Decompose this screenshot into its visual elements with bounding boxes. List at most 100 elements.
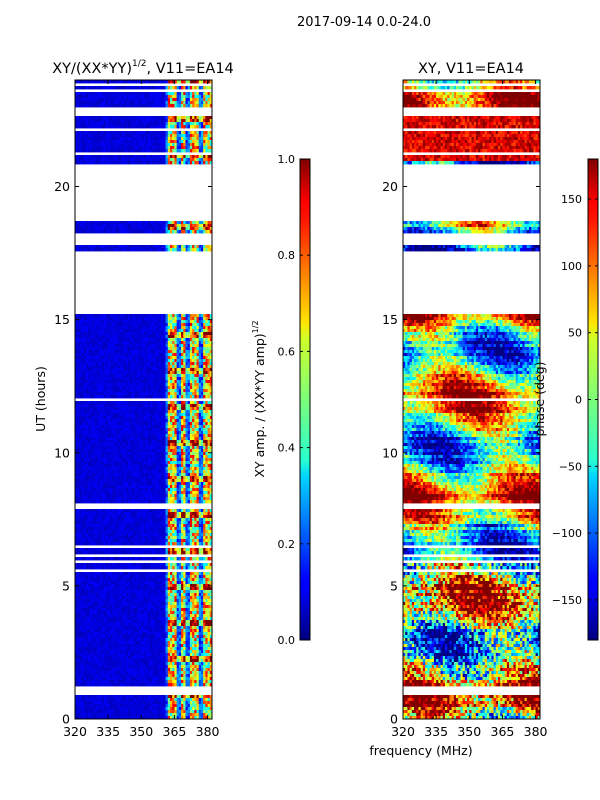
amp-heat-cell <box>110 443 113 447</box>
amp-heat-cell <box>161 461 164 465</box>
amp-heat-cell <box>198 137 202 141</box>
amp-heat-cell <box>88 125 91 129</box>
amp-heat-cell <box>101 95 105 99</box>
amp-heat-cell <box>172 155 175 159</box>
amp-heat-cell <box>79 353 83 357</box>
amp-heat-cell <box>172 443 175 447</box>
amp-heat-cell <box>86 380 89 384</box>
amp-heat-cell <box>156 395 160 399</box>
amp-heat-cell <box>170 326 173 330</box>
amp-heat-cell <box>112 452 116 456</box>
amp-heat-cell <box>189 317 193 321</box>
amp-heat-cell <box>79 443 83 447</box>
amp-heat-cell <box>81 158 85 162</box>
amp-heat-cell <box>205 353 208 357</box>
amp-heat-cell <box>79 92 83 96</box>
amp-heat-cell <box>205 464 208 468</box>
amp-heat-cell <box>185 131 189 135</box>
amp-heat-cell <box>108 383 111 387</box>
amp-heat-cell <box>88 221 91 225</box>
amp-heat-cell <box>145 248 149 252</box>
amp-heat-cell <box>167 125 171 129</box>
amp-heat-cell <box>108 413 111 417</box>
amp-heat-cell <box>207 446 211 450</box>
amp-heat-cell <box>90 425 94 429</box>
amp-heat-cell <box>110 458 113 462</box>
amp-heat-cell <box>194 158 197 162</box>
amp-heat-cell <box>125 413 129 417</box>
amp-heat-cell <box>92 341 96 345</box>
amp-heat-cell <box>207 344 211 348</box>
amp-heat-cell <box>203 368 206 372</box>
amp-heat-cell <box>139 401 142 405</box>
amp-heat-cell <box>141 437 144 441</box>
amp-heat-cell <box>156 98 160 102</box>
amp-heat-cell <box>90 428 94 432</box>
amp-heat-cell <box>158 248 162 252</box>
amp-heat-cell <box>167 344 171 348</box>
amp-heat-cell <box>174 431 178 435</box>
amp-heat-cell <box>200 341 204 345</box>
amp-heat-cell <box>150 443 153 447</box>
amp-heat-cell <box>161 356 164 360</box>
amp-heat-cell <box>163 419 166 423</box>
amp-heat-cell <box>94 431 98 435</box>
amp-heat-cell <box>86 341 89 345</box>
amp-heat-cell <box>174 125 178 129</box>
amp-heat-cell <box>81 467 85 471</box>
amp-heat-cell <box>183 401 186 405</box>
amp-heat-cell <box>161 221 164 225</box>
amp-heat-cell <box>123 116 127 120</box>
amp-heat-cell <box>90 335 94 339</box>
amp-heat-cell <box>143 329 147 333</box>
amp-heat-cell <box>150 350 153 354</box>
amp-heat-cell <box>119 434 122 438</box>
amp-heat-cell <box>145 221 149 225</box>
amp-heat-cell <box>152 104 155 108</box>
amp-heat-cell <box>128 248 131 252</box>
amp-heat-cell <box>105 131 109 135</box>
amp-heat-cell <box>196 92 200 96</box>
amp-heat-cell <box>121 434 125 438</box>
amp-heat-cell <box>99 413 102 417</box>
amp-heat-cell <box>167 158 171 162</box>
amp-heat-cell <box>181 389 184 393</box>
amp-heat-cell <box>158 440 162 444</box>
amp-heat-cell <box>187 473 191 477</box>
amp-heat-cell <box>178 443 182 447</box>
amp-heat-cell <box>119 221 122 225</box>
amp-heat-cell <box>101 86 105 90</box>
amp-heat-cell <box>92 389 96 393</box>
amp-heat-cell <box>170 92 173 96</box>
amp-heat-cell <box>141 230 144 234</box>
amp-heat-cell <box>119 452 122 456</box>
amp-heat-cell <box>200 155 204 159</box>
amp-heat-cell <box>99 317 102 321</box>
amp-heat-cell <box>163 80 166 84</box>
amp-heat-cell <box>77 158 80 162</box>
amp-heat-cell <box>147 392 151 396</box>
amp-heat-cell <box>147 224 151 228</box>
amp-heat-cell <box>119 416 122 420</box>
amp-heat-cell <box>158 350 162 354</box>
amp-heat-cell <box>165 431 169 435</box>
amp-heat-cell <box>163 245 166 249</box>
amp-heat-cell <box>152 425 155 429</box>
amp-heat-cell <box>77 92 80 96</box>
amp-heat-cell <box>108 350 111 354</box>
amp-heat-cell <box>123 122 127 126</box>
amp-heat-cell <box>200 122 204 126</box>
amp-heat-cell <box>97 80 100 84</box>
amp-heat-cell <box>172 446 175 450</box>
amp-heat-cell <box>172 101 175 105</box>
amp-heat-cell <box>200 140 204 144</box>
amp-heat-cell <box>134 476 138 480</box>
amp-heat-cell <box>79 401 83 405</box>
amp-heat-cell <box>121 455 125 459</box>
amp-heat-cell <box>172 119 175 123</box>
amp-heat-cell <box>207 473 211 477</box>
amp-heat-cell <box>183 410 186 414</box>
amp-heat-cell <box>181 422 184 426</box>
amp-heat-cell <box>187 437 191 441</box>
amp-heat-cell <box>192 386 195 390</box>
